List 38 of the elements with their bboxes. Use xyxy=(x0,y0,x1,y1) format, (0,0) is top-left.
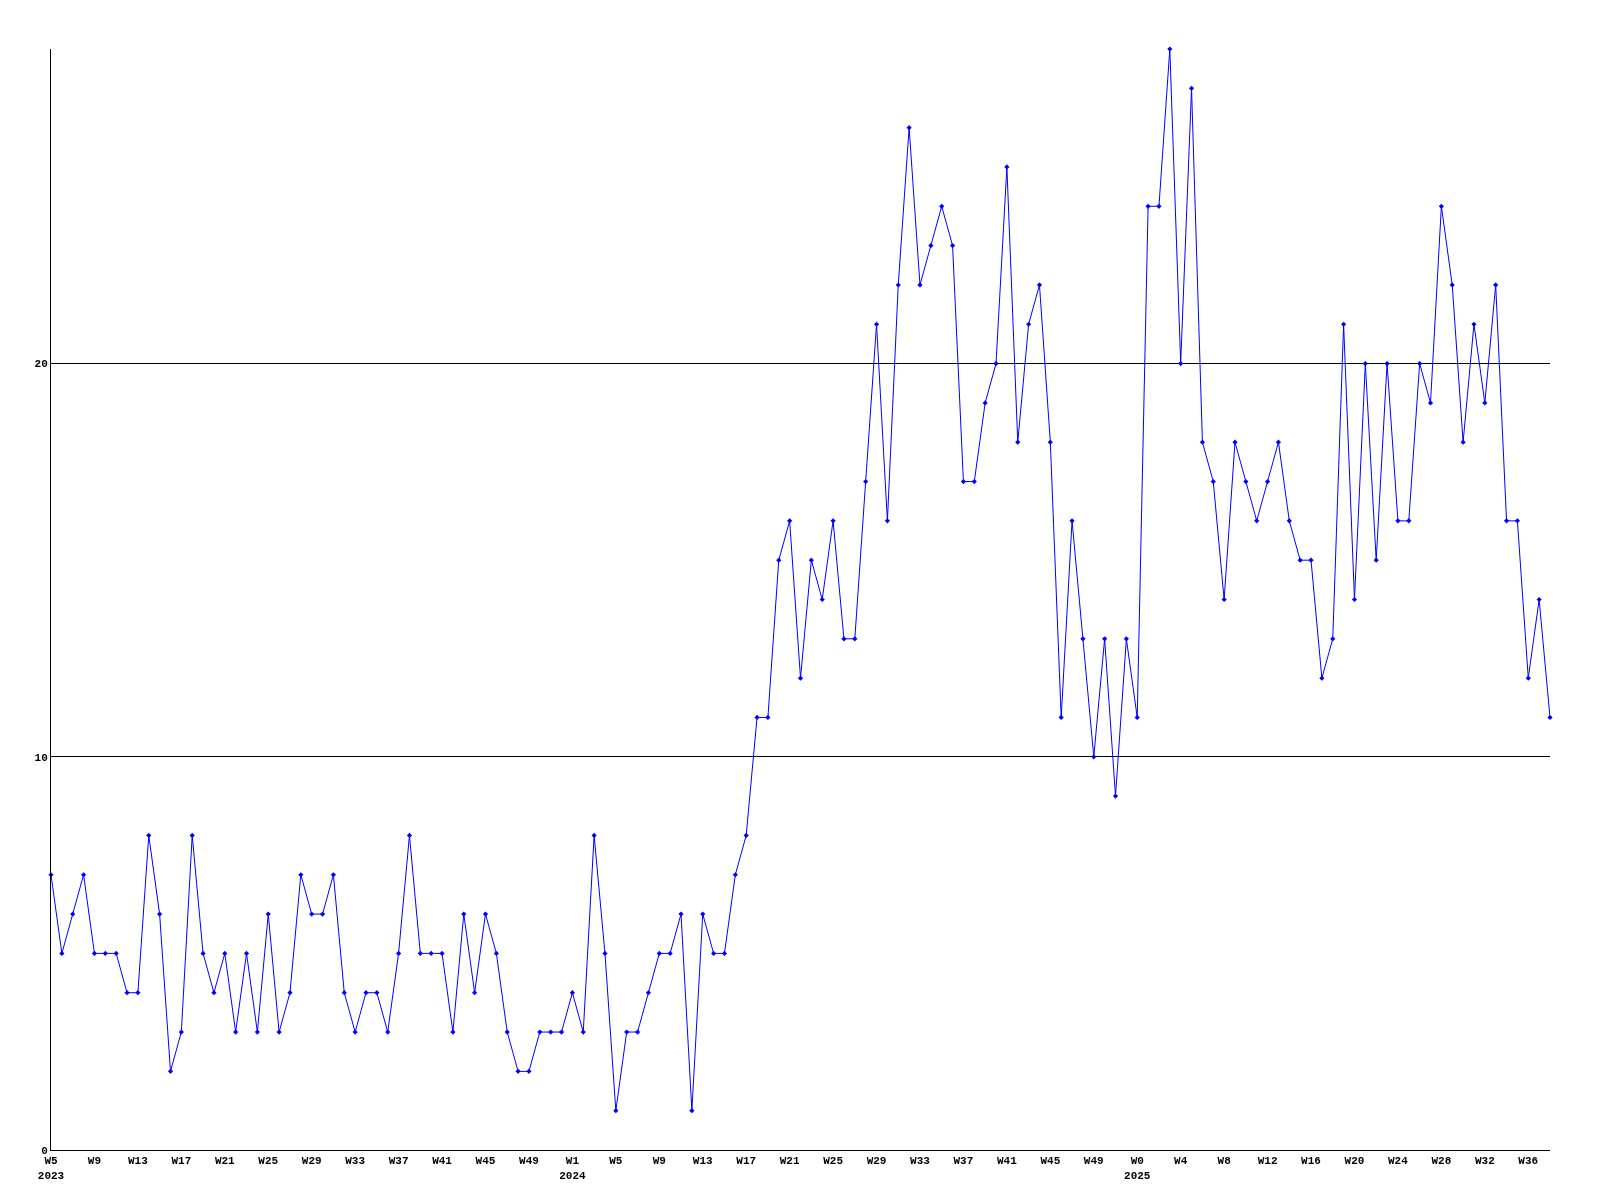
x-tick-label: W33 xyxy=(910,1155,931,1168)
x-tick-label: W41 xyxy=(996,1155,1018,1168)
x-tick-label: W16 xyxy=(1301,1155,1321,1168)
x-tick-label: W12 xyxy=(1257,1155,1278,1168)
x-tick-label: W37 xyxy=(388,1155,409,1168)
x-tick-label: W13 xyxy=(692,1155,714,1168)
y-tick-label: 0 xyxy=(41,1144,48,1157)
x-tick-label: W32 xyxy=(1474,1155,1495,1168)
x-tick-label: W25 xyxy=(823,1155,844,1168)
x-tick-label: W21 xyxy=(779,1155,800,1168)
x-tick-label: W5 xyxy=(609,1155,623,1168)
x-tick-label: W36 xyxy=(1518,1155,1539,1168)
x-tick-label: W17 xyxy=(736,1155,757,1168)
x-tick-label: W9 xyxy=(652,1155,666,1168)
x-tick-label: W25 xyxy=(258,1155,279,1168)
x-tick-label: W28 xyxy=(1431,1155,1452,1168)
x-tick-label: W21 xyxy=(214,1155,236,1168)
x-tick-label: W0 2025 xyxy=(1124,1155,1151,1182)
y-tick-label: 20 xyxy=(34,358,48,371)
x-tick-label: W49 xyxy=(1083,1155,1104,1168)
x-tick-label: W1 2024 xyxy=(559,1155,586,1182)
x-tick-label: W41 xyxy=(432,1155,453,1168)
x-tick-label: W29 xyxy=(301,1155,322,1168)
x-tick-label: W9 xyxy=(87,1155,102,1168)
y-tick-label: 10 xyxy=(34,751,48,764)
x-tick-label: W37 xyxy=(953,1155,974,1168)
x-tick-label: W33 xyxy=(345,1155,366,1168)
x-tick-label: W20 xyxy=(1344,1155,1365,1168)
x-tick-label: W17 xyxy=(171,1155,192,1168)
x-tick-label: W24 xyxy=(1388,1155,1409,1168)
x-tick-label: W45 xyxy=(475,1155,496,1168)
x-tick-label: W13 xyxy=(127,1155,149,1168)
x-tick-label: W5 2023 xyxy=(37,1155,65,1182)
x-tick-label: W4 xyxy=(1174,1155,1188,1168)
x-tick-label: W49 xyxy=(519,1155,539,1168)
x-tick-label: W45 xyxy=(1040,1155,1061,1168)
x-tick-label: W8 xyxy=(1217,1155,1232,1168)
x-tick-label: W29 xyxy=(866,1155,887,1168)
